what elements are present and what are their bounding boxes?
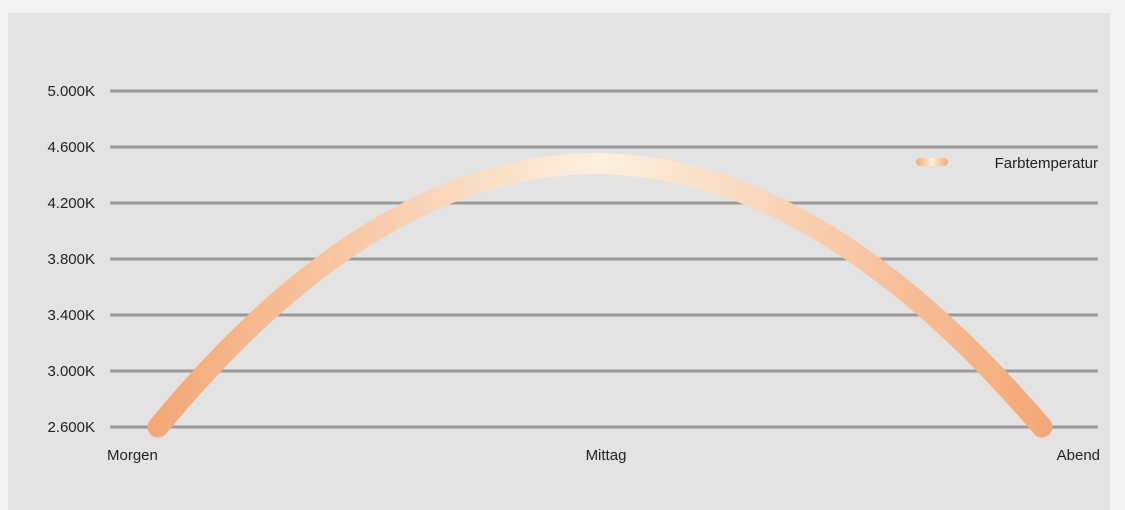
y-tick-label: 5.000K (47, 83, 95, 100)
series-layer (147, 153, 1053, 438)
right-strip (1110, 0, 1125, 510)
x-axis: Morgen Mittag Abend (107, 447, 1100, 464)
y-tick-label: 2.600K (47, 419, 95, 436)
legend-swatch (916, 158, 948, 166)
y-tick-label: 3.800K (47, 251, 95, 268)
y-tick-label: 4.200K (47, 195, 95, 212)
x-tick-label-abend: Abend (1057, 447, 1100, 464)
y-tick-label: 3.400K (47, 307, 95, 324)
series-line-farbtemperatur (147, 153, 1053, 438)
y-tick-label: 3.000K (47, 363, 95, 380)
legend: Farbtemperatur (916, 155, 1098, 172)
y-axis: 2.600K 3.000K 3.400K 3.800K 4.200K 4.600K 5.00… (47, 83, 95, 436)
left-strip (0, 0, 8, 510)
top-strip (0, 0, 1125, 13)
grid (110, 89, 1098, 429)
legend-label-farbtemperatur: Farbtemperatur (995, 155, 1098, 172)
y-tick-label: 4.600K (47, 139, 95, 156)
x-tick-label-mittag: Mittag (586, 447, 627, 464)
x-tick-label-morgen: Morgen (107, 447, 158, 464)
